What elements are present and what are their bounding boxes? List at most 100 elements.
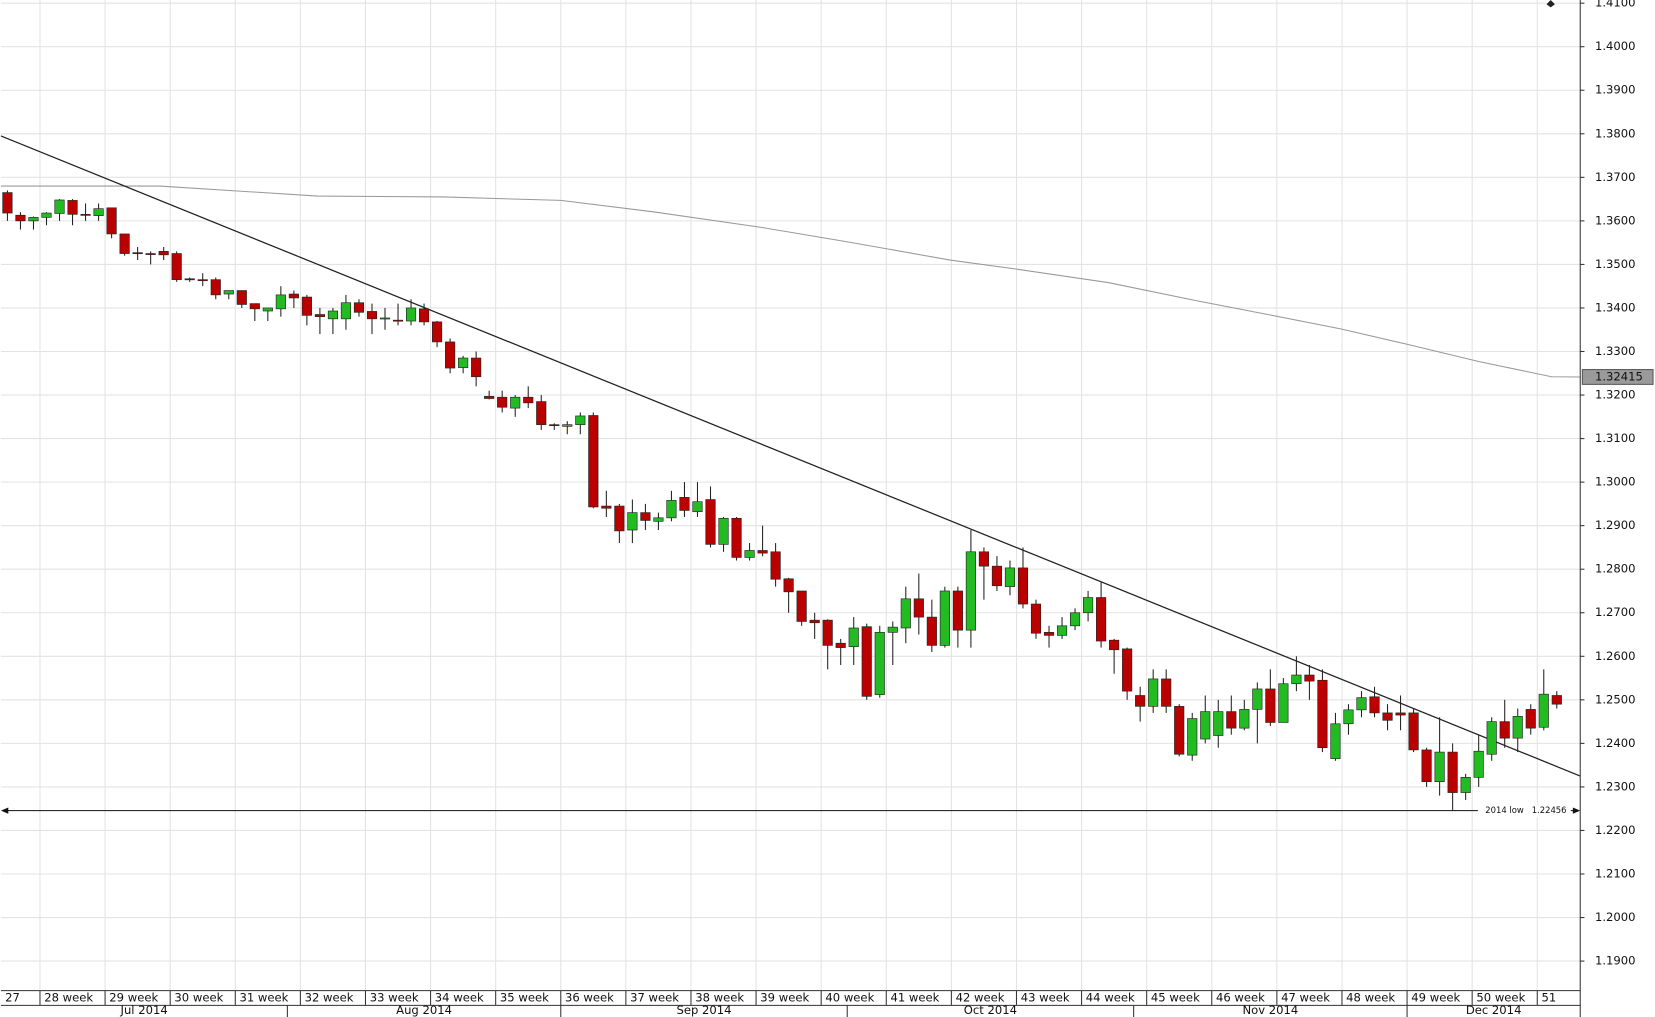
candle-body <box>575 415 586 425</box>
y-tick-label: 1.2800 <box>1595 562 1636 576</box>
candle-body <box>991 565 1003 587</box>
x-tick-label: 28 week <box>44 991 93 1005</box>
candle-body <box>1161 678 1172 707</box>
y-tick-label: 1.2000 <box>1595 910 1636 924</box>
candle-body <box>1434 751 1445 783</box>
candle-body <box>692 501 703 513</box>
candle-body <box>1122 648 1133 692</box>
candle-body <box>562 424 573 427</box>
candle-body <box>965 551 976 631</box>
candle-body <box>432 321 443 343</box>
candle-body <box>1187 718 1198 756</box>
candle-body <box>1265 688 1276 723</box>
x-tick-label: 48 week <box>1346 991 1395 1005</box>
last-value-box <box>1581 369 1654 385</box>
month-label: Sep 2014 <box>676 1003 731 1017</box>
candle-body <box>262 307 273 312</box>
candle-body <box>705 499 716 545</box>
x-tick-label: 34 week <box>435 991 484 1005</box>
candle-body <box>1499 721 1510 739</box>
candle-body <box>679 497 690 511</box>
arrow <box>0 807 9 814</box>
candle-body <box>80 214 91 216</box>
candle-body <box>41 212 52 218</box>
candle-body <box>536 401 547 425</box>
candle-body <box>627 512 638 531</box>
y-tick-label: 1.2300 <box>1595 779 1636 793</box>
y-tick-label: 1.2100 <box>1595 867 1636 881</box>
candle-body <box>1200 711 1211 740</box>
x-tick-label: 33 week <box>370 991 419 1005</box>
candle-body <box>158 251 169 256</box>
candle-body <box>458 357 469 368</box>
candle-body <box>184 278 195 281</box>
candle-body <box>197 279 208 282</box>
candle-body <box>1278 683 1289 723</box>
candle-body <box>419 308 430 323</box>
x-tick-label: 45 week <box>1151 991 1200 1005</box>
low-label: 2014 low <box>1485 805 1524 815</box>
y-tick-label: 1.1900 <box>1595 954 1636 968</box>
x-tick-label: 35 week <box>500 991 549 1005</box>
candle-body <box>718 517 729 545</box>
candle-body <box>249 303 260 310</box>
x-tick-label: 49 week <box>1411 991 1460 1005</box>
candle-body <box>822 619 833 646</box>
candle-body <box>392 319 404 322</box>
candle-body <box>1486 721 1497 755</box>
candle-body <box>1213 711 1224 736</box>
marker <box>1546 0 1555 8</box>
candle-body <box>327 310 338 320</box>
x-tick-label: 40 week <box>825 991 874 1005</box>
candle-body <box>1369 696 1380 714</box>
candle-body <box>1135 695 1146 707</box>
candle-body <box>301 296 312 316</box>
candle-body <box>939 590 950 646</box>
month-label: Aug 2014 <box>396 1003 452 1017</box>
candle-body <box>405 307 417 322</box>
x-tick-label: 43 week <box>1021 991 1070 1005</box>
candle-body <box>1239 709 1250 729</box>
candle-body <box>1148 678 1159 707</box>
candle-body <box>106 207 117 235</box>
candle-body <box>731 517 742 558</box>
candle-body <box>471 357 482 378</box>
candle-body <box>275 294 286 310</box>
x-tick-label: 46 week <box>1216 991 1265 1005</box>
candle-body <box>1447 751 1458 793</box>
candle-body <box>1096 597 1107 642</box>
y-tick-label: 1.2400 <box>1595 736 1636 750</box>
candle-body <box>757 550 768 554</box>
y-tick-label: 1.2900 <box>1595 518 1636 532</box>
y-tick-label: 1.3100 <box>1595 431 1636 445</box>
month-label: Nov 2014 <box>1242 1003 1298 1017</box>
candle-body <box>93 208 104 216</box>
y-tick-label: 1.3200 <box>1595 388 1636 402</box>
candle-body <box>1421 749 1432 783</box>
candle-body <box>861 626 872 697</box>
y-tick-label: 1.3900 <box>1595 83 1636 97</box>
x-tick-label: 50 week <box>1476 991 1525 1005</box>
candle-body <box>653 517 664 522</box>
candle-body <box>1291 674 1302 685</box>
candle-body <box>1382 712 1393 721</box>
x-tick-label: 31 week <box>240 991 289 1005</box>
candle-body <box>549 424 560 427</box>
x-tick-label: 32 week <box>305 991 354 1005</box>
candle-body <box>1004 567 1016 587</box>
candle-body <box>1356 697 1367 711</box>
candle-body <box>1043 632 1055 636</box>
trend-line <box>0 135 1581 777</box>
y-tick-label: 1.4000 <box>1595 39 1636 53</box>
candle-body <box>223 290 234 295</box>
candle-body <box>926 616 937 646</box>
candle-body <box>379 317 391 320</box>
candle-body <box>588 415 599 508</box>
candle-body <box>770 551 781 580</box>
x-tick-label: 37 week <box>630 991 679 1005</box>
candle-body <box>1330 723 1341 759</box>
arrow <box>1572 807 1581 814</box>
candle-body <box>848 627 859 648</box>
